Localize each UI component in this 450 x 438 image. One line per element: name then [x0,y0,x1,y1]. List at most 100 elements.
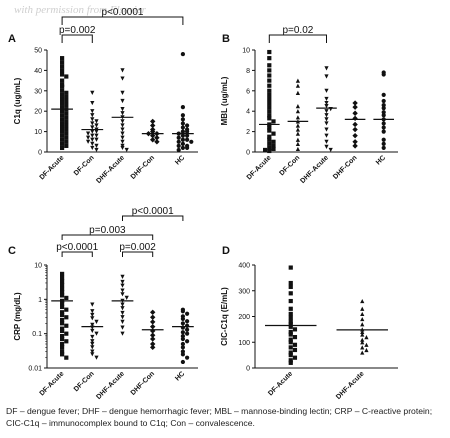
data-point [60,88,65,93]
p-value-label: p=0.02 [282,25,313,36]
data-point [324,139,329,144]
data-point [267,113,272,118]
data-point [150,341,156,347]
data-point [288,280,293,286]
data-point [64,307,69,312]
data-point [90,334,95,340]
data-point [267,125,272,130]
category-label: DHF-Con [332,154,358,180]
data-point [189,139,194,144]
data-point [381,121,386,126]
data-point [64,90,69,95]
data-point [267,68,272,73]
data-point [60,304,65,310]
data-point [185,327,190,332]
data-point [60,109,65,114]
data-point [60,290,65,295]
data-point [90,341,95,347]
data-point [150,122,156,129]
data-point [267,78,272,83]
data-point [267,56,272,61]
y-tick-label: 4 [246,109,250,116]
y-tick-label: 8 [246,68,250,75]
data-point [60,310,65,315]
data-point [295,115,300,120]
data-point [180,333,185,339]
data-point [324,96,329,102]
data-point [295,123,300,128]
data-point [60,113,65,118]
data-point [60,282,65,288]
category-label: DF-Con [73,154,96,177]
data-point [295,78,300,83]
p-value-label: p<0.0001 [102,7,144,18]
data-point [360,350,365,355]
data-point [360,329,365,335]
data-point [60,64,65,69]
data-point [60,60,65,65]
data-point [324,113,329,118]
data-point [180,309,185,314]
significance-bracket [61,34,93,43]
data-point [64,74,69,79]
data-point [60,133,65,138]
data-point [288,306,293,311]
data-point [60,145,65,151]
p-value-label: p<0.0001 [56,242,98,253]
data-point [292,327,298,332]
data-point [292,342,298,347]
data-point [295,90,300,95]
data-point [150,137,156,143]
data-point [185,355,190,360]
data-point [120,283,125,288]
data-point [86,139,91,144]
data-point [120,76,125,81]
p-value-label: p=0.003 [89,225,126,236]
data-point [60,72,65,77]
data-point [295,141,300,146]
data-point [381,125,386,130]
data-point [94,133,99,138]
data-point [64,131,69,136]
data-point [120,111,125,116]
data-point [90,328,95,334]
data-point [271,131,276,136]
data-point [381,106,386,111]
data-point [180,51,185,57]
data-point [267,141,272,146]
data-point [120,302,125,307]
data-point [180,141,185,146]
data-point [185,133,190,138]
data-point [180,330,185,335]
data-point [90,352,95,357]
data-point [267,105,272,110]
data-point [288,340,293,345]
data-point [180,352,185,357]
data-point [64,111,69,116]
data-point [267,63,272,68]
data-point [180,336,185,342]
data-point [120,292,125,297]
data-point [288,319,293,324]
y-tick-label: 0 [246,366,250,373]
panel-d: D 0 100 200 300 400 CIC-C1q (E/mL) DF-Acute DHF-… [220,245,398,401]
data-point [180,121,185,126]
data-point [120,135,125,140]
data-point [60,78,65,83]
category-label: DHF-Con [130,370,156,396]
data-point [324,117,329,122]
data-point [60,328,65,334]
data-point [120,127,125,132]
data-point [381,98,386,104]
data-point [90,349,95,354]
data-point [180,117,185,122]
data-point [267,73,272,78]
significance-bracket [61,251,93,257]
data-point [60,275,65,281]
data-point [185,123,190,128]
data-point [60,137,65,142]
data-point [288,315,293,320]
data-point [64,123,69,128]
